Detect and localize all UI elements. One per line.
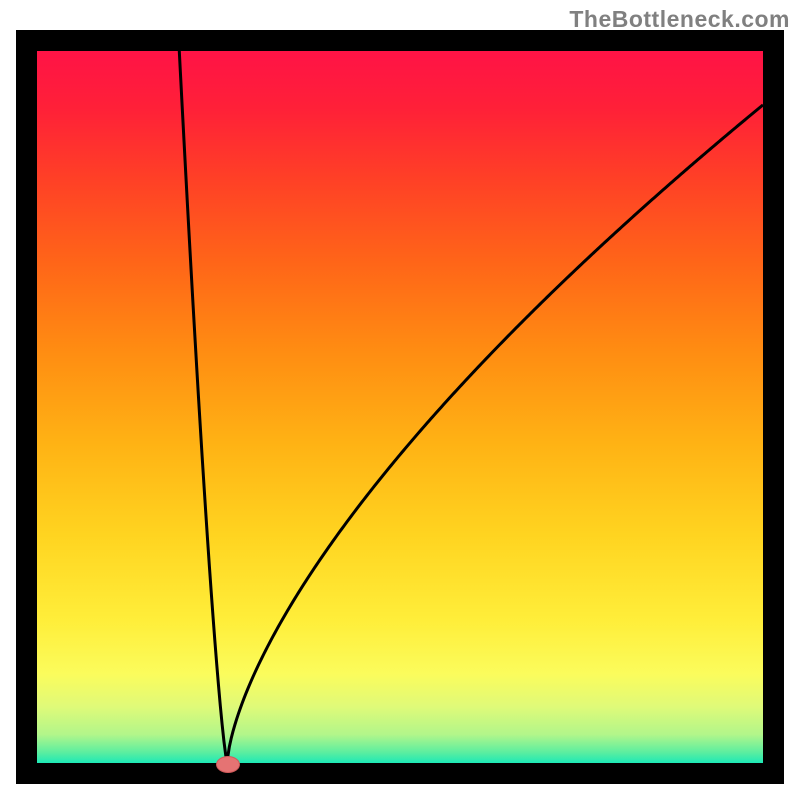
plot-area bbox=[37, 51, 763, 763]
gradient-background bbox=[37, 51, 763, 763]
watermark-text: TheBottleneck.com bbox=[569, 6, 790, 33]
minimum-marker bbox=[216, 756, 240, 773]
bottleneck-curve bbox=[37, 51, 763, 763]
chart-container: TheBottleneck.com bbox=[0, 0, 800, 800]
